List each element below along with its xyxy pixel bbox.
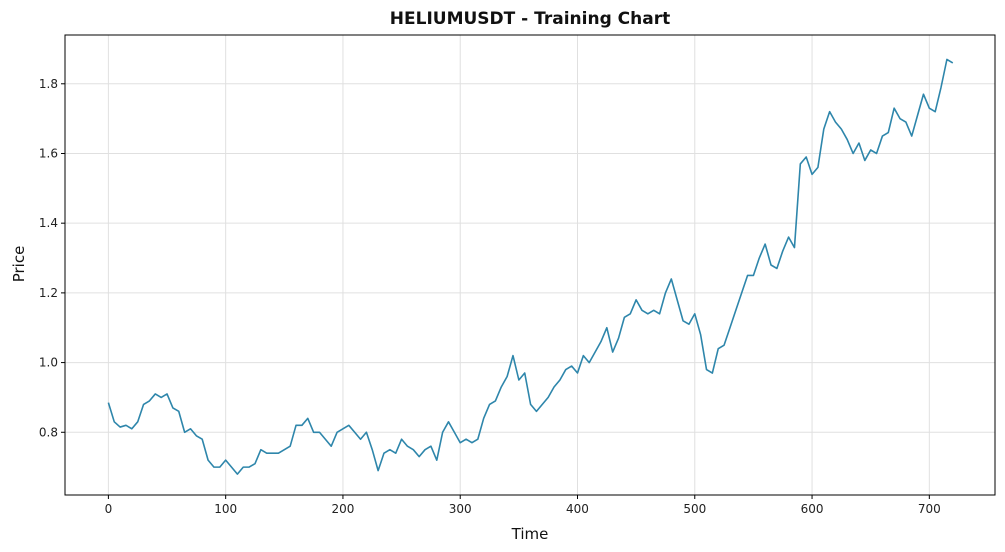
grid (65, 35, 995, 495)
y-tick-label: 1.8 (39, 77, 58, 91)
y-tick-label: 1.2 (39, 286, 58, 300)
y-tick-label: 1.0 (39, 356, 58, 370)
x-tick-label: 0 (105, 502, 113, 516)
chart-title: HELIUMUSDT - Training Chart (390, 9, 670, 29)
x-tick-label: 500 (683, 502, 706, 516)
price-series-line (107, 58, 954, 475)
y-tick-label: 0.8 (39, 425, 58, 439)
plot-frame (64, 34, 996, 496)
y-tick-label: 1.6 (39, 146, 58, 160)
x-tick-label: 700 (918, 502, 941, 516)
y-axis: 0.8 1.0 1.2 1.4 1.6 1.8 (39, 77, 65, 439)
x-axis: 0 100 200 300 400 500 600 700 (105, 495, 941, 516)
y-axis-label: Price (10, 246, 28, 283)
x-tick-label: 400 (566, 502, 589, 516)
x-axis-label: Time (511, 525, 549, 543)
y-tick-label: 1.4 (39, 216, 58, 230)
series-layer (107, 58, 954, 475)
x-tick-label: 600 (801, 502, 824, 516)
x-tick-label: 300 (449, 502, 472, 516)
x-tick-label: 100 (214, 502, 237, 516)
x-tick-label: 200 (331, 502, 354, 516)
